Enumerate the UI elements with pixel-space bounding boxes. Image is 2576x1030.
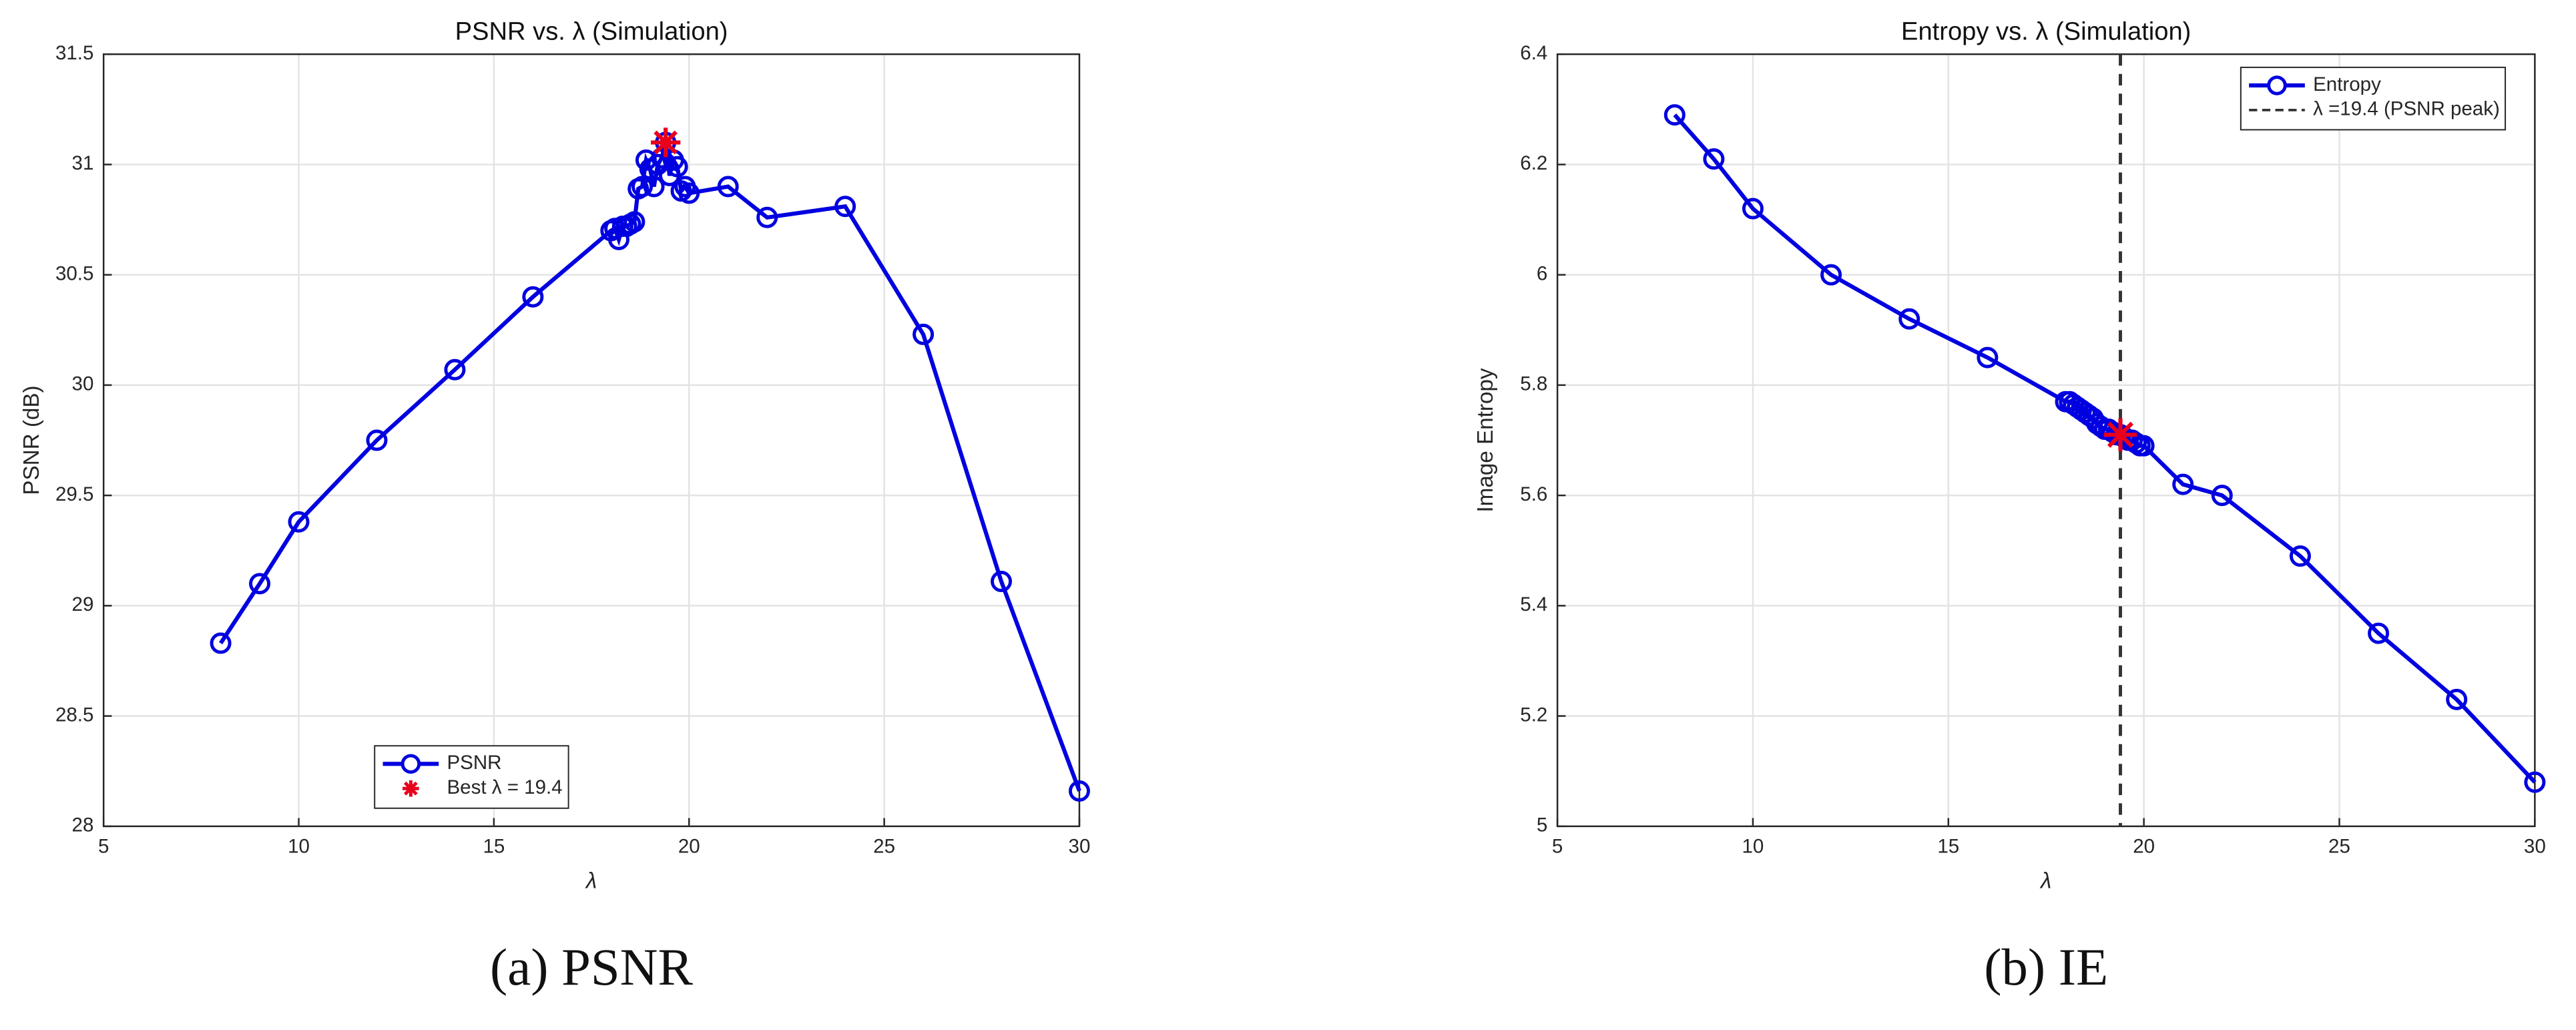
chart-title: PSNR vs. λ (Simulation) xyxy=(455,17,728,45)
x-tick-label: 30 xyxy=(1069,836,1091,858)
x-axis-label: λ xyxy=(2039,868,2051,893)
chart: 5 10 15 20 25 30 5 5.2 5.4 5.6 5.8 6 6.2 6.4 Entropy v… xyxy=(1473,17,2546,997)
axes-box xyxy=(102,53,1081,828)
data-point xyxy=(2524,771,2546,793)
y-tick-label: 6.2 xyxy=(1520,152,1547,174)
data-point xyxy=(2446,688,2468,710)
data-point xyxy=(991,571,1013,593)
data-point xyxy=(631,176,654,198)
data-point xyxy=(1703,148,1725,170)
data-point xyxy=(2289,545,2311,567)
legend-box xyxy=(2240,66,2507,131)
y-tick-label: 28.5 xyxy=(55,704,93,726)
legend-label: λ =19.4 (PSNR peak) xyxy=(2313,98,2500,120)
legend-label: PSNR xyxy=(447,752,502,774)
y-tick-label: 31 xyxy=(72,152,94,174)
data-point xyxy=(1820,264,1842,286)
data-point xyxy=(288,511,310,533)
x-tick-label: 15 xyxy=(483,836,505,858)
x-tick-label: 5 xyxy=(1552,836,1563,858)
data-point xyxy=(834,196,856,218)
data-point xyxy=(717,176,739,198)
caption: (a) PSNR xyxy=(490,939,694,997)
y-tick-label: 6.4 xyxy=(1520,42,1547,64)
y-tick-label: 5.8 xyxy=(1520,373,1547,395)
data-point xyxy=(643,176,665,198)
x-tick-label: 5 xyxy=(98,836,109,858)
x-tick-label: 20 xyxy=(2133,836,2155,858)
data-point xyxy=(444,358,466,380)
y-tick-label: 6 xyxy=(1537,262,1547,284)
plot-area xyxy=(1557,54,2535,826)
data-point xyxy=(678,182,700,204)
best-marker xyxy=(651,127,681,158)
x-tick-label: 15 xyxy=(1937,836,1959,858)
data-point xyxy=(2211,485,2233,507)
data-point xyxy=(249,573,271,595)
data-point xyxy=(1742,198,1764,220)
legend-marker xyxy=(2267,75,2287,95)
y-tick-label: 5.2 xyxy=(1520,704,1547,726)
y-axis-label: PSNR (dB) xyxy=(19,385,44,495)
y-tick-label: 30.5 xyxy=(55,262,93,284)
data-point xyxy=(1977,346,1999,368)
y-tick-label: 28 xyxy=(72,814,94,836)
caption: (b) IE xyxy=(1984,939,2108,997)
data-point xyxy=(913,323,935,345)
data-point xyxy=(1663,104,1686,126)
data-point xyxy=(756,206,778,228)
axes-box xyxy=(1556,53,2536,828)
x-tick-label: 10 xyxy=(1742,836,1764,858)
chart: 5 10 15 20 25 30 28 28.5 29 29.5 30 30.5 31 31.5 PSNR … xyxy=(19,17,1090,997)
legend-marker xyxy=(403,780,419,797)
data-point xyxy=(2368,622,2390,644)
legend-label: Best λ = 19.4 xyxy=(447,776,563,798)
y-tick-label: 5.4 xyxy=(1520,593,1547,615)
data-point xyxy=(623,211,646,233)
data-point xyxy=(522,286,544,308)
legend-marker xyxy=(401,754,421,774)
highlight-marker xyxy=(2103,418,2137,451)
x-tick-label: 20 xyxy=(678,836,700,858)
chart-title: Entropy vs. λ (Simulation) xyxy=(1901,17,2191,45)
y-axis-label: Image Entropy xyxy=(1473,368,1498,512)
legend-label: Entropy xyxy=(2313,73,2381,95)
x-axis-label: λ xyxy=(585,868,597,893)
y-tick-label: 30 xyxy=(72,373,94,395)
x-tick-label: 10 xyxy=(288,836,310,858)
y-tick-label: 5.6 xyxy=(1520,483,1547,505)
plot-area xyxy=(103,54,1079,826)
y-tick-label: 29 xyxy=(72,593,94,615)
data-point xyxy=(2133,435,2155,457)
y-tick-label: 31.5 xyxy=(55,42,93,64)
data-point xyxy=(1898,308,1920,330)
x-tick-label: 30 xyxy=(2524,836,2546,858)
y-tick-label: 5 xyxy=(1537,814,1547,836)
legend: Entropy λ =19.4 (PSNR peak) xyxy=(2240,66,2507,131)
data-point xyxy=(2172,473,2194,495)
data-point xyxy=(1068,780,1090,802)
data-point xyxy=(666,156,688,178)
data-point xyxy=(210,632,232,654)
x-tick-label: 25 xyxy=(873,836,895,858)
data-point xyxy=(366,429,388,451)
x-tick-label: 25 xyxy=(2328,836,2350,858)
y-tick-label: 29.5 xyxy=(55,483,93,505)
